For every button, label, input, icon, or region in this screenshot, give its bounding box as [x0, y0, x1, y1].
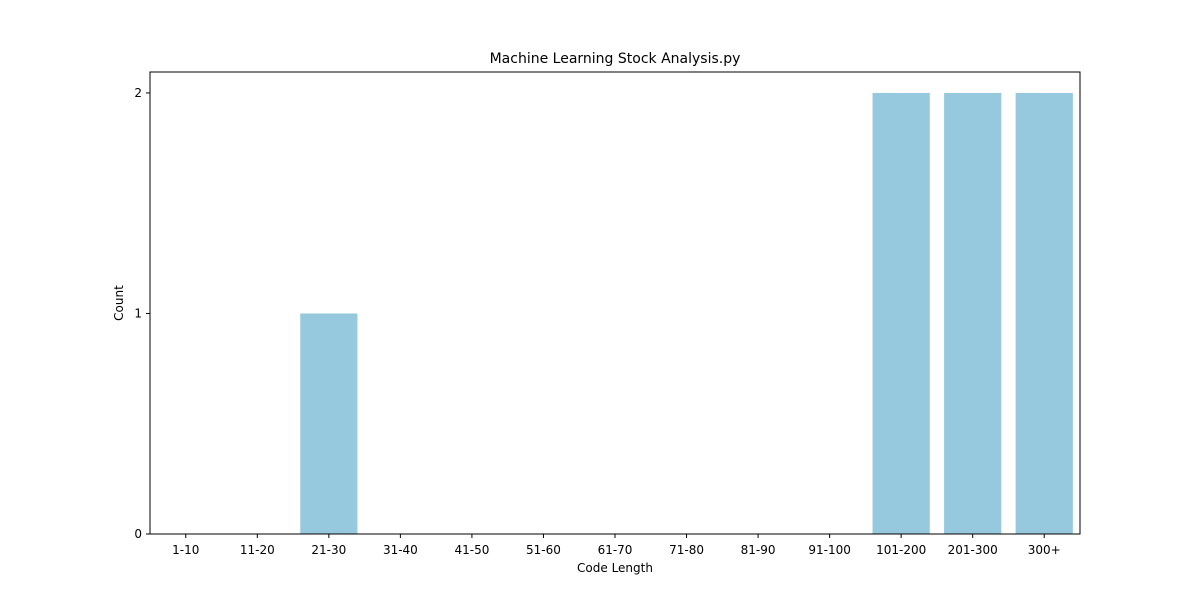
x-tick-label: 300+ [1028, 543, 1061, 557]
x-tick-label: 71-80 [669, 543, 704, 557]
x-tick-label: 51-60 [526, 543, 561, 557]
x-axis-label: Code Length [577, 561, 653, 575]
y-axis-ticks: 0 1 2 [134, 86, 150, 541]
y-axis-label: Count [112, 285, 126, 321]
x-tick-label: 21-30 [311, 543, 346, 557]
x-axis-ticks: 1-10 11-20 21-30 31-40 41-50 51-60 61-70 71-80 8… [172, 534, 1061, 557]
y-tick-label: 2 [134, 86, 142, 100]
x-tick-label: 81-90 [741, 543, 776, 557]
plot-background [150, 72, 1080, 534]
x-tick-label: 91-100 [808, 543, 851, 557]
x-tick-label: 201-300 [948, 543, 998, 557]
y-tick-label: 1 [134, 306, 142, 320]
plot-frame [149, 71, 1081, 535]
x-tick-label: 101-200 [876, 543, 926, 557]
bar-201-300 [944, 92, 1002, 534]
bars-group [300, 92, 1073, 534]
x-tick-label: 31-40 [383, 543, 418, 557]
x-tick-label: 41-50 [454, 543, 489, 557]
bar-21-30 [300, 313, 358, 534]
x-tick-label: 1-10 [172, 543, 199, 557]
bar-101-200 [872, 92, 930, 534]
y-tick-label: 0 [134, 527, 142, 541]
chart-title: Machine Learning Stock Analysis.py [490, 51, 741, 67]
bar-300+ [1015, 92, 1073, 534]
x-tick-label: 61-70 [598, 543, 633, 557]
x-tick-label: 11-20 [240, 543, 275, 557]
